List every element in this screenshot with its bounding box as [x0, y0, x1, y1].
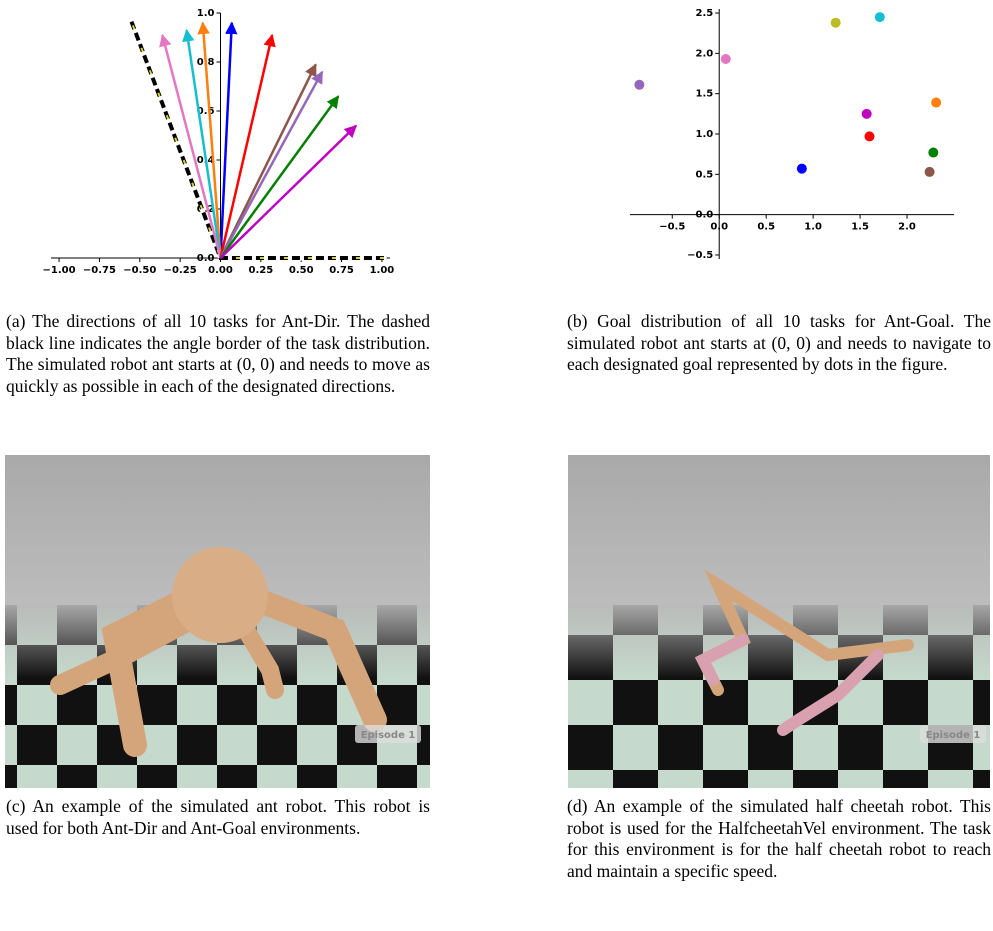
x-tick-label: 0.25	[249, 265, 274, 276]
x-tick-label: −0.75	[83, 265, 116, 276]
y-tick-label: 2.0	[695, 48, 713, 59]
point	[931, 98, 941, 108]
x-tick-label: 0.00	[208, 265, 233, 276]
point	[925, 167, 935, 177]
x-tick-label: 1.0	[804, 222, 822, 233]
x-tick-label: −0.25	[164, 265, 197, 276]
point	[721, 54, 731, 64]
y-tick-label: −0.5	[687, 250, 713, 261]
point	[862, 109, 872, 119]
point	[875, 12, 885, 22]
arrow	[221, 126, 357, 258]
arrow	[221, 64, 316, 258]
x-tick-label: 2.0	[898, 222, 916, 233]
caption-d: (d) An example of the simulated half che…	[567, 796, 991, 882]
x-tick-label: 1.5	[851, 222, 869, 233]
point	[634, 80, 644, 90]
x-tick-label: 1.00	[370, 265, 395, 276]
y-tick-label: 1.5	[695, 89, 713, 100]
page: −1.00−0.75−0.50−0.250.000.250.500.751.00…	[0, 0, 993, 931]
caption-a: (a) The directions of all 10 tasks for A…	[6, 311, 430, 397]
point	[928, 148, 938, 158]
caption-c: (c) An example of the simulated ant robo…	[6, 796, 430, 839]
y-tick-label: 1.0	[197, 8, 215, 19]
point	[864, 131, 874, 141]
x-tick-label: 0.0	[710, 222, 728, 233]
y-tick-label: 0.5	[695, 169, 713, 180]
x-tick-label: 0.50	[289, 265, 314, 276]
y-tick-label: 1.0	[695, 129, 713, 140]
x-tick-label: −1.00	[43, 265, 76, 276]
x-tick-label: 0.5	[757, 222, 775, 233]
x-tick-label: −0.5	[659, 222, 685, 233]
point	[831, 18, 841, 28]
ant-image: Episode 1	[5, 455, 430, 788]
arrow	[221, 72, 323, 258]
cheetah-image: Episode 1	[568, 455, 990, 788]
overlay-label: Episode 1	[926, 730, 981, 741]
point	[797, 164, 807, 174]
arrow	[221, 23, 232, 258]
x-tick-label: −0.50	[123, 265, 156, 276]
caption-b: (b) Goal distribution of all 10 tasks fo…	[567, 311, 991, 376]
x-tick-label: 0.75	[329, 265, 354, 276]
y-tick-label: 0.0	[197, 253, 215, 264]
y-tick-label: 0.0	[695, 210, 713, 221]
overlay-label: Episode 1	[361, 730, 416, 741]
y-tick-label: 2.5	[695, 8, 713, 19]
